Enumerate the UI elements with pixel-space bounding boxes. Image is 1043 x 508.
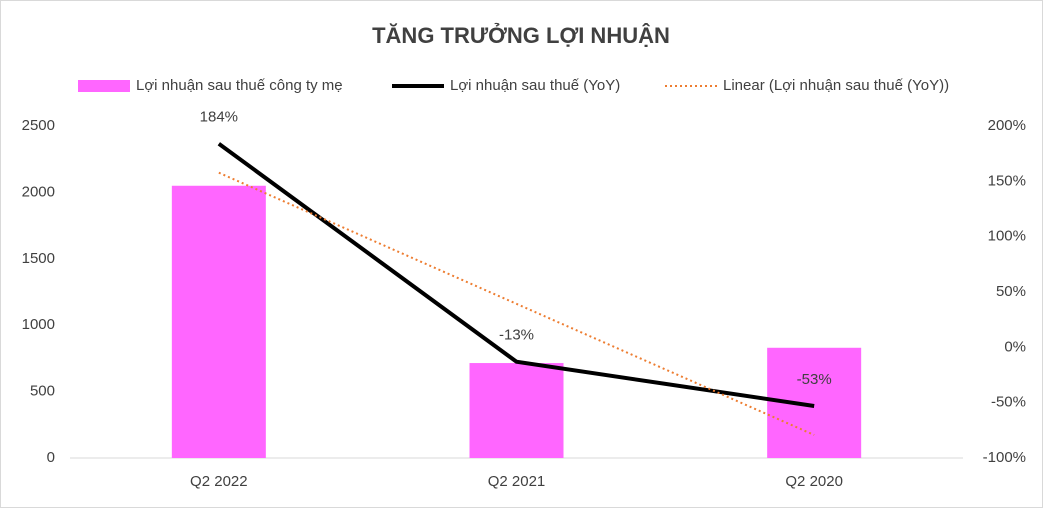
y2-tick-label: 50% xyxy=(996,283,1026,300)
y2-tick-label: 150% xyxy=(988,172,1026,189)
legend-label: Linear (Lợi nhuận sau thuế (YoY)) xyxy=(723,77,949,94)
legend-label: Lợi nhuận sau thuế (YoY) xyxy=(450,77,620,94)
data-label: -13% xyxy=(499,327,534,344)
y2-tick-label: 0% xyxy=(1004,338,1026,355)
x-tick-label: Q2 2021 xyxy=(488,473,546,490)
y2-tick-label: 200% xyxy=(988,117,1026,134)
y2-tick-label: -100% xyxy=(983,449,1026,466)
x-tick-label: Q2 2022 xyxy=(190,473,248,490)
trend-line xyxy=(218,171,815,436)
data-label: -53% xyxy=(797,371,832,388)
y-tick-label: 2500 xyxy=(22,117,55,134)
bar xyxy=(469,363,564,458)
bar xyxy=(171,185,266,458)
y-tick-label: 1500 xyxy=(22,250,55,267)
y-tick-label: 0 xyxy=(47,449,55,466)
legend-label: Lợi nhuận sau thuế công ty mẹ xyxy=(136,77,343,94)
x-tick-label: Q2 2020 xyxy=(785,473,843,490)
y2-tick-label: 100% xyxy=(988,228,1026,245)
y2-tick-label: -50% xyxy=(991,394,1026,411)
y-tick-label: 500 xyxy=(30,383,55,400)
y-tick-label: 1000 xyxy=(22,316,55,333)
line xyxy=(217,142,815,408)
chart-title: TĂNG TRƯỞNG LỢI NHUẬN xyxy=(372,23,670,48)
y-tick-label: 2000 xyxy=(22,183,55,200)
data-label: 184% xyxy=(200,109,238,126)
legend-swatch xyxy=(78,80,130,92)
